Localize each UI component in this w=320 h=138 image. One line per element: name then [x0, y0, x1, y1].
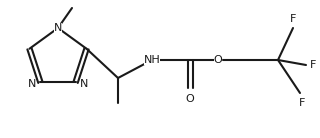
Text: N: N: [54, 23, 62, 33]
Text: O: O: [186, 94, 194, 104]
Text: F: F: [299, 98, 305, 108]
Text: O: O: [214, 55, 222, 65]
Text: F: F: [290, 14, 296, 24]
Text: N: N: [80, 79, 88, 89]
Text: N: N: [28, 79, 36, 89]
Text: F: F: [310, 60, 316, 70]
Text: NH: NH: [144, 55, 160, 65]
